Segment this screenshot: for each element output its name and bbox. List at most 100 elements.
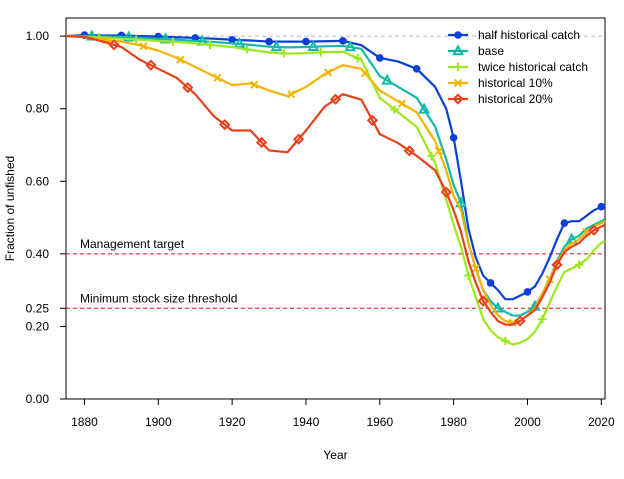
- series-marker: [523, 288, 532, 296]
- series-marker: [403, 145, 415, 157]
- series-marker: [588, 224, 600, 236]
- x-tick-label: 1880: [71, 415, 98, 429]
- series-marker: [464, 271, 473, 280]
- series-marker: [182, 82, 194, 94]
- series-marker: [440, 186, 452, 198]
- legend-item: historical 20%: [448, 92, 553, 106]
- series-marker: [287, 90, 296, 99]
- series-marker: [270, 40, 283, 52]
- legend-label: half historical catch: [478, 28, 580, 42]
- legend-item: twice historical catch: [448, 60, 588, 74]
- series-marker: [307, 39, 320, 51]
- series-marker: [344, 40, 357, 52]
- series-marker: [316, 48, 325, 57]
- x-tick-label: 1980: [440, 415, 467, 429]
- reference-lines: Management target Minimum stock size thre…: [66, 35, 605, 309]
- series-marker: [176, 55, 185, 64]
- series-marker: [108, 39, 120, 51]
- series-marker: [390, 105, 399, 114]
- plot-border: [65, 17, 606, 400]
- x-tick-label: 1920: [219, 415, 246, 429]
- legend-item: historical 10%: [448, 76, 553, 90]
- legend: half historical catch base twice historica…: [448, 28, 588, 106]
- series-marker: [418, 102, 430, 114]
- y-tick-label: 0.25: [26, 301, 50, 315]
- series-marker: [139, 42, 148, 51]
- series-marker: [452, 93, 464, 105]
- series-marker: [329, 93, 342, 105]
- series-marker: [256, 136, 268, 149]
- series-marker: [477, 295, 489, 307]
- legend-label: twice historical catch: [478, 60, 588, 74]
- series-marker: [242, 45, 252, 54]
- series-marker: [122, 30, 135, 42]
- series-marker: [486, 279, 495, 287]
- series-layer: [65, 29, 606, 346]
- series-marker: [339, 37, 347, 45]
- series-marker: [302, 37, 310, 46]
- series-marker: [279, 49, 289, 58]
- series-marker: [427, 151, 436, 161]
- plot-area: [65, 17, 606, 400]
- series-marker: [492, 301, 504, 313]
- y-tick-label: 0.20: [26, 319, 50, 333]
- series-marker: [538, 314, 547, 324]
- y-tick-label: 0.40: [26, 247, 50, 261]
- series-line: [65, 33, 606, 301]
- x-tick-label: 1960: [366, 415, 393, 429]
- y-axis: 0.00 0.20 0.25 0.40 0.60 0.80 1.00: [26, 29, 66, 406]
- series-marker: [205, 40, 215, 50]
- legend-label: historical 20%: [478, 92, 553, 106]
- y-tick-label: 0.00: [26, 392, 50, 406]
- series-marker: [219, 119, 231, 131]
- series-marker: [397, 99, 407, 108]
- series-marker: [434, 146, 443, 156]
- y-tick-label: 0.80: [26, 102, 50, 116]
- series-group: [65, 31, 606, 301]
- series-marker: [560, 219, 569, 227]
- series-group: [65, 35, 606, 327]
- x-tick-label: 2000: [514, 415, 541, 429]
- series-marker: [449, 133, 458, 142]
- legend-label: base: [478, 44, 504, 58]
- legend-label: historical 10%: [478, 76, 553, 90]
- series-marker: [453, 78, 463, 88]
- series-marker: [551, 259, 563, 271]
- series-marker: [454, 31, 462, 39]
- series-marker: [452, 44, 464, 56]
- series-marker: [360, 69, 370, 78]
- series-marker: [412, 65, 421, 73]
- series-marker: [168, 37, 178, 46]
- series-marker: [514, 315, 526, 327]
- x-axis: 1880 1900 1920 1940 1960 1980 2000 2020: [71, 399, 615, 429]
- series-marker: [376, 54, 384, 62]
- series-marker: [366, 114, 379, 126]
- series-marker: [353, 53, 362, 63]
- reference-line-label: Minimum stock size threshold: [80, 291, 237, 305]
- x-tick-label: 1900: [145, 415, 172, 429]
- y-tick-label: 0.60: [26, 174, 50, 188]
- series-marker: [381, 73, 394, 85]
- series-marker: [250, 80, 259, 89]
- legend-item: base: [448, 44, 504, 58]
- legend-item: half historical catch: [448, 28, 580, 42]
- series-marker: [145, 59, 157, 71]
- y-axis-title: Fraction of unfished: [3, 156, 17, 261]
- series-marker: [228, 35, 236, 44]
- x-axis-title: Year: [323, 448, 347, 462]
- series-marker: [453, 62, 463, 72]
- series-marker: [455, 196, 467, 208]
- series-marker: [265, 37, 273, 46]
- series-marker: [213, 73, 222, 82]
- reference-line-label: Management target: [80, 237, 185, 251]
- series-line: [65, 35, 606, 346]
- series-marker: [574, 260, 584, 269]
- series-group: [66, 29, 606, 317]
- series-marker: [324, 68, 333, 77]
- series-marker: [471, 264, 480, 273]
- series-marker: [292, 133, 305, 145]
- series-marker: [131, 35, 141, 44]
- series-marker: [597, 202, 606, 211]
- series-group: [65, 33, 606, 346]
